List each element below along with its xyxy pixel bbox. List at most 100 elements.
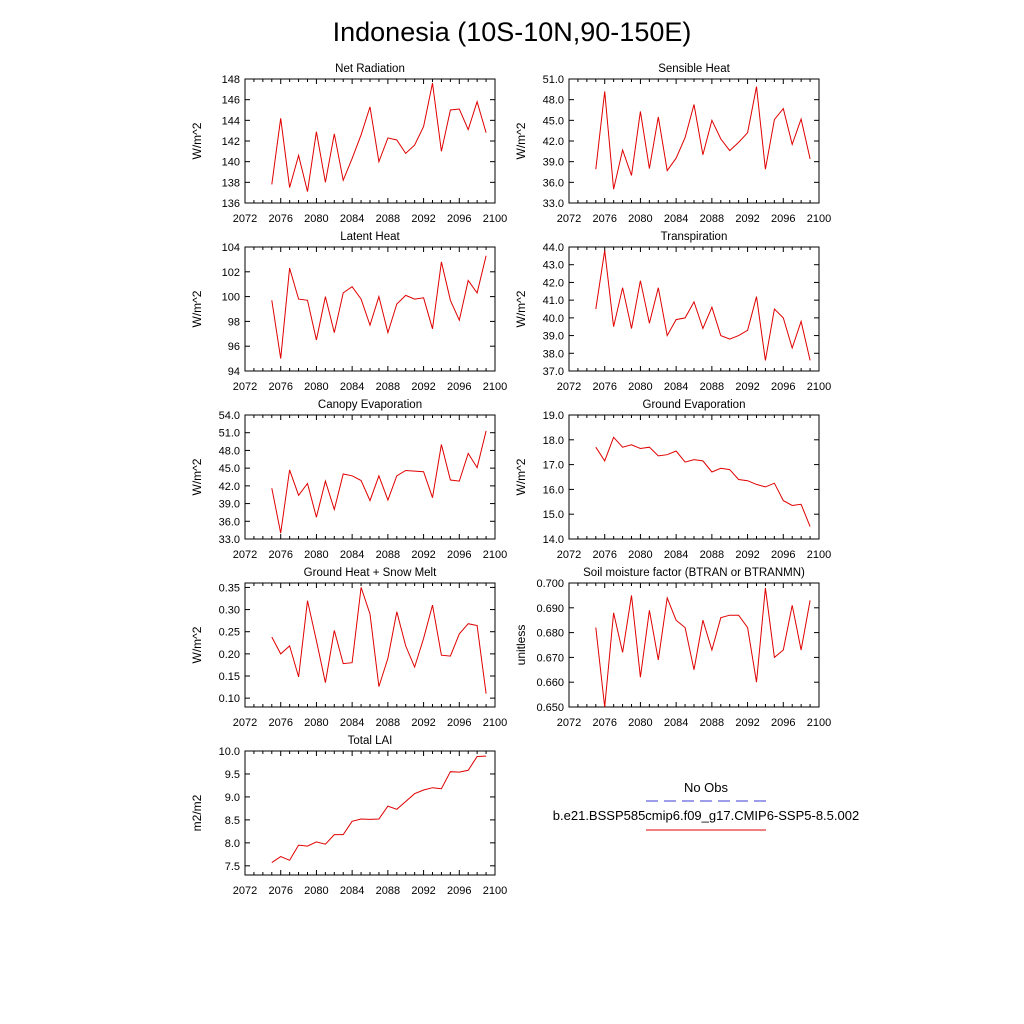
x-tick-label: 2080 [304,213,328,225]
x-tick-label: 2076 [592,717,616,729]
x-tick-label: 2084 [664,549,688,561]
y-tick-label: 138 [222,177,240,189]
y-tick-label: 51.0 [543,74,564,86]
y-tick-label: 19.0 [543,410,564,422]
x-tick-label: 2092 [735,213,759,225]
x-tick-label: 2088 [700,381,724,393]
x-tick-label: 2088 [700,213,724,225]
y-axis-label: W/m^2 [190,122,204,159]
x-tick-label: 2096 [447,381,471,393]
x-tick-label: 2084 [340,381,364,393]
x-tick-label: 2080 [628,549,652,561]
y-tick-label: 33.0 [219,534,240,546]
y-tick-label: 8.0 [225,838,240,850]
y-tick-label: 36.0 [543,177,564,189]
x-tick-label: 2096 [771,717,795,729]
x-tick-label: 2100 [483,381,507,393]
x-tick-label: 2072 [233,717,257,729]
panel-title: Ground Evaporation [643,399,746,411]
y-tick-label: 7.5 [225,861,240,873]
x-tick-label: 2100 [807,549,831,561]
y-tick-label: 8.5 [225,815,240,827]
series-line [595,436,811,527]
x-tick-label: 2080 [304,717,328,729]
page-title: Indonesia (10S-10N,90-150E) [333,17,692,47]
y-tick-label: 48.0 [219,445,240,457]
y-tick-label: 44.0 [543,242,564,254]
y-tick-label: 0.10 [219,693,240,705]
y-tick-label: 136 [222,198,240,210]
y-axis-label: W/m^2 [190,626,204,663]
x-tick-label: 2092 [735,717,759,729]
x-tick-label: 2084 [340,717,364,729]
x-tick-label: 2080 [304,885,328,897]
legend: No Obs b.e21.BSSP585cmip6.f09_g17.CMIP6-… [553,780,859,831]
y-tick-label: 0.700 [536,578,564,590]
series-line [271,755,487,864]
x-tick-label: 2080 [628,213,652,225]
y-tick-label: 17.0 [543,460,564,472]
y-tick-label: 43.0 [543,260,564,272]
y-tick-label: 144 [222,115,240,127]
series-line [271,587,487,694]
y-tick-label: 9.5 [225,769,240,781]
y-axis-label: W/m^2 [190,458,204,495]
panel-7: 2072 2076 2080 2084 2088 2092 2096 2100 0.10 0.15… [190,567,507,729]
legend-model-label: b.e21.BSSP585cmip6.f09_g17.CMIP6-SSP5-8.… [553,808,859,823]
y-tick-label: 98 [228,316,240,328]
y-tick-label: 48.0 [543,95,564,107]
x-tick-label: 2080 [304,549,328,561]
y-axis-label: W/m^2 [514,290,528,327]
x-tick-label: 2076 [592,213,616,225]
y-tick-label: 41.0 [543,295,564,307]
legend-obs-label: No Obs [684,780,729,795]
y-tick-label: 148 [222,74,240,86]
x-tick-label: 2096 [447,717,471,729]
y-tick-label: 94 [228,366,240,378]
series-line [271,430,487,534]
x-tick-label: 2092 [411,717,435,729]
x-tick-label: 2072 [557,717,581,729]
y-tick-label: 100 [222,292,240,304]
y-tick-label: 0.660 [536,677,564,689]
y-axis-label: W/m^2 [514,458,528,495]
x-tick-label: 2088 [376,213,400,225]
y-tick-label: 39.0 [543,157,564,169]
x-tick-label: 2096 [447,213,471,225]
x-tick-label: 2092 [411,381,435,393]
panel-title: Canopy Evaporation [318,399,422,411]
series-line [595,86,811,190]
y-tick-label: 37.0 [543,366,564,378]
panel-4: 2072 2076 2080 2084 2088 2092 2096 2100 37.0 38.0… [514,231,831,393]
y-tick-label: 9.0 [225,792,240,804]
series-line [271,255,487,359]
y-tick-label: 0.15 [219,671,240,683]
panel-1: 2072 2076 2080 2084 2088 2092 2096 2100 136 138 14… [190,63,507,225]
x-tick-label: 2100 [483,717,507,729]
y-axis-label: m2/m2 [190,794,204,831]
y-tick-label: 38.0 [543,348,564,360]
x-tick-label: 2072 [233,885,257,897]
y-tick-label: 54.0 [219,410,240,422]
plot-frame [568,414,820,540]
x-tick-label: 2092 [735,549,759,561]
x-tick-label: 2088 [376,381,400,393]
panel-title: Latent Heat [340,231,400,243]
x-tick-label: 2092 [411,213,435,225]
panel-title: Transpiration [661,231,728,243]
y-axis-label: W/m^2 [514,122,528,159]
y-tick-label: 45.0 [219,463,240,475]
panels: 2072 2076 2080 2084 2088 2092 2096 2100 136 138 14… [190,63,831,897]
x-tick-label: 2088 [376,885,400,897]
x-tick-label: 2084 [340,213,364,225]
x-tick-label: 2076 [268,885,292,897]
x-tick-label: 2072 [233,549,257,561]
x-tick-label: 2088 [376,549,400,561]
x-tick-label: 2100 [807,717,831,729]
y-tick-label: 104 [222,242,240,254]
y-tick-label: 14.0 [543,534,564,546]
panel-title: Soil moisture factor (BTRAN or BTRANMN) [583,567,805,579]
y-tick-label: 0.650 [536,702,564,714]
x-tick-label: 2072 [557,213,581,225]
y-tick-label: 15.0 [543,509,564,521]
